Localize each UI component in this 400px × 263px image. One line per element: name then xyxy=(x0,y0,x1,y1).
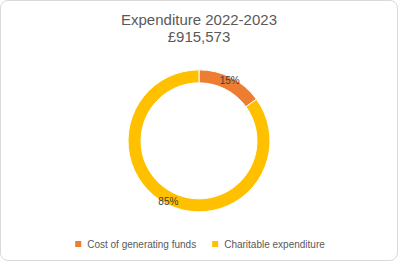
svg-text:85%: 85% xyxy=(158,196,178,207)
svg-text:Expenditure 2022-2023: Expenditure 2022-2023 xyxy=(121,11,277,28)
svg-text:Charitable expenditure: Charitable expenditure xyxy=(224,239,325,250)
svg-text:15%: 15% xyxy=(220,75,240,86)
svg-text:Cost of generating funds: Cost of generating funds xyxy=(87,239,196,250)
svg-text:£915,573: £915,573 xyxy=(168,28,231,45)
